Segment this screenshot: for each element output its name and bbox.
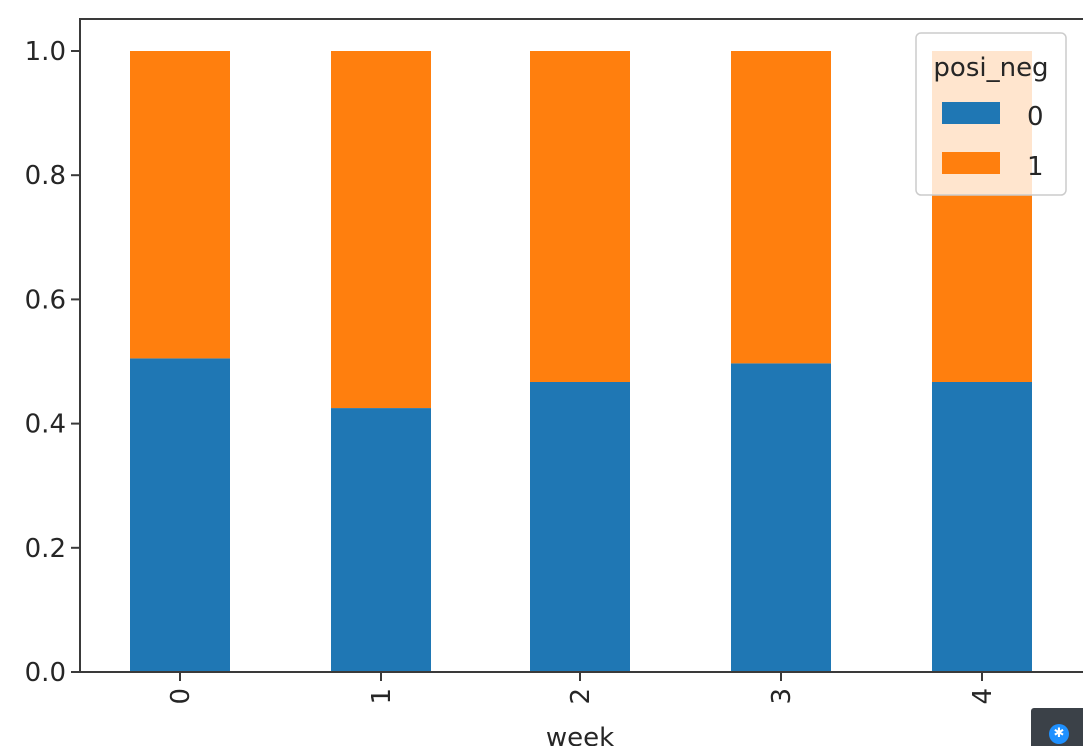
bar-week-2-series-0 (530, 381, 630, 672)
x-axis-label: week (546, 723, 614, 746)
legend-title: posi_neg (933, 53, 1048, 83)
bar-week-1-series-0 (331, 408, 431, 672)
x-tick-label: 1 (367, 688, 397, 705)
legend-swatch-1 (942, 152, 1000, 174)
x-tick-label: 3 (767, 688, 797, 705)
legend-label-1: 1 (1027, 152, 1044, 182)
x-tick-label: 4 (968, 688, 998, 705)
plot-frame (79, 18, 1083, 673)
y-tick-label: 0.2 (25, 534, 66, 564)
y-tick-label: 0.0 (25, 658, 66, 688)
y-tick-label: 0.8 (25, 161, 66, 191)
bar-week-3-series-1 (731, 51, 831, 364)
x-tick-label: 2 (566, 688, 596, 705)
system-tray-widget[interactable]: ✱ (1031, 708, 1083, 746)
x-tick-label: 0 (166, 688, 196, 705)
y-tick-label: 0.6 (25, 285, 66, 315)
y-tick-label: 1.0 (25, 37, 66, 67)
bar-week-2-series-1 (530, 51, 630, 382)
y-tick-label: 0.4 (25, 410, 66, 440)
bar-week-0-series-0 (130, 358, 230, 672)
bar-week-1-series-1 (331, 51, 431, 409)
y-axis: 0.0 0.2 0.4 0.6 0.8 1.0 (25, 37, 80, 688)
legend-swatch-0 (942, 102, 1000, 124)
bars-layer (130, 51, 1032, 672)
x-axis: 0 1 2 3 4 (166, 672, 998, 705)
bar-week-3-series-0 (731, 363, 831, 672)
bluetooth-icon[interactable]: ✱ (1049, 724, 1069, 744)
legend: posi_neg 0 1 (915, 32, 1067, 196)
bar-week-0-series-1 (130, 51, 230, 359)
bar-week-4-series-0 (932, 381, 1032, 672)
legend-label-0: 0 (1027, 102, 1044, 132)
